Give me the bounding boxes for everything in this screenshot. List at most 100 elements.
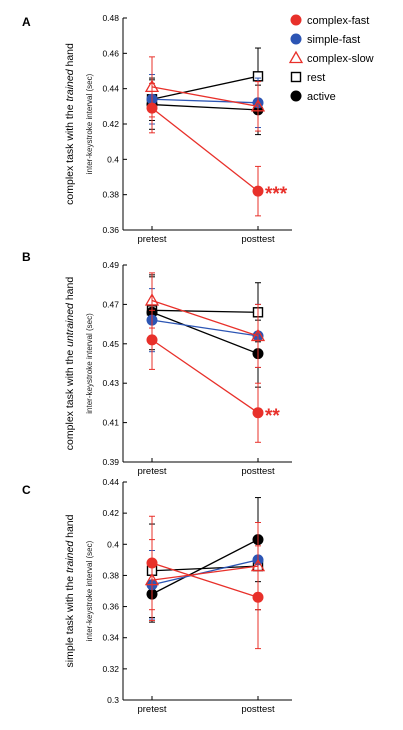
y-tick-label: 0.42 bbox=[102, 508, 119, 518]
side-label: complex task with the untrained hand bbox=[64, 277, 76, 451]
y-axis-label: inter-keystroke interval (sec) bbox=[85, 73, 94, 174]
side-label-part: complex task with the bbox=[64, 102, 76, 205]
legend-item-complex-slow: complex-slow bbox=[288, 50, 374, 65]
y-tick-label: 0.4 bbox=[107, 154, 119, 164]
series-line bbox=[151, 98, 259, 104]
side-label-part: untrained bbox=[64, 302, 76, 347]
y-tick-label: 0.44 bbox=[102, 84, 119, 94]
series-complex-fast bbox=[146, 309, 264, 443]
series-line bbox=[151, 311, 259, 355]
y-tick-label: 0.39 bbox=[102, 457, 119, 467]
y-tick-label: 0.3 bbox=[107, 695, 119, 705]
series-simple-fast bbox=[146, 288, 264, 368]
y-tick-label: 0.47 bbox=[102, 299, 119, 309]
data-point bbox=[146, 334, 158, 346]
series-complex-slow bbox=[144, 56, 266, 132]
series-line bbox=[151, 339, 259, 414]
x-tick-label: posttest bbox=[241, 704, 275, 715]
legend-marker bbox=[290, 33, 302, 45]
panel-letter: A bbox=[22, 15, 31, 29]
data-point bbox=[146, 102, 158, 114]
data-point bbox=[250, 328, 266, 342]
side-label-part: hand bbox=[64, 277, 76, 303]
series-complex-slow bbox=[144, 521, 266, 622]
legend-item-simple-fast: simple-fast bbox=[290, 33, 360, 46]
panel-letter: B bbox=[22, 250, 31, 264]
legend-label: active bbox=[307, 91, 336, 103]
x-tick-label: posttest bbox=[241, 234, 275, 245]
side-label-part: trained bbox=[64, 540, 76, 573]
legend-label: complex-fast bbox=[307, 15, 369, 27]
y-axis-label: inter-keystroke interval (sec) bbox=[85, 313, 94, 414]
series-line bbox=[151, 75, 259, 100]
legend-item-rest: rest bbox=[290, 71, 325, 84]
x-tick-label: pretest bbox=[137, 234, 166, 245]
legend-marker bbox=[290, 14, 302, 26]
series-active bbox=[146, 274, 264, 388]
legend-marker bbox=[290, 90, 302, 102]
series-line bbox=[151, 562, 259, 598]
y-tick-label: 0.42 bbox=[102, 119, 119, 129]
series-line bbox=[151, 559, 259, 586]
series-active bbox=[146, 497, 264, 623]
series-line bbox=[151, 86, 259, 107]
y-tick-label: 0.38 bbox=[102, 190, 119, 200]
series-rest bbox=[146, 521, 264, 618]
panel-letter: C bbox=[22, 483, 31, 497]
y-tick-label: 0.45 bbox=[102, 339, 119, 349]
y-tick-label: 0.36 bbox=[102, 602, 119, 612]
y-tick-label: 0.48 bbox=[102, 13, 119, 23]
significance-annotation: ** bbox=[265, 406, 280, 427]
series-complex-slow bbox=[144, 272, 266, 368]
y-tick-label: 0.43 bbox=[102, 378, 119, 388]
series-line bbox=[151, 319, 259, 337]
y-tick-label: 0.34 bbox=[102, 633, 119, 643]
series-line bbox=[151, 539, 259, 595]
legend-marker bbox=[290, 71, 302, 83]
x-tick-label: pretest bbox=[137, 704, 166, 715]
side-label-part: complex task with the bbox=[64, 347, 76, 450]
y-tick-label: 0.41 bbox=[102, 418, 119, 428]
y-tick-label: 0.4 bbox=[107, 539, 119, 549]
data-point bbox=[252, 185, 264, 197]
series-line bbox=[151, 309, 259, 313]
side-label: simple task with the trained hand bbox=[64, 514, 76, 667]
legend-label: rest bbox=[307, 72, 325, 84]
side-label: complex task with the trained hand bbox=[64, 43, 76, 205]
side-label-part: trained bbox=[64, 68, 76, 101]
x-tick-label: pretest bbox=[137, 466, 166, 477]
significance-annotation: *** bbox=[265, 184, 288, 205]
data-point bbox=[144, 293, 160, 306]
data-point bbox=[146, 557, 158, 569]
data-point bbox=[252, 407, 264, 419]
legend: complex-fast simple-fast complex-slow rest a… bbox=[288, 14, 374, 103]
legend-label: complex-slow bbox=[307, 53, 374, 65]
series-line bbox=[151, 299, 259, 337]
series-simple-fast bbox=[146, 74, 264, 129]
legend-item-complex-fast: complex-fast bbox=[290, 14, 369, 27]
y-tick-label: 0.44 bbox=[102, 477, 119, 487]
side-label-part: hand bbox=[64, 43, 76, 69]
y-tick-label: 0.32 bbox=[102, 664, 119, 674]
series-line bbox=[151, 565, 259, 572]
y-tick-label: 0.46 bbox=[102, 48, 119, 58]
series-line bbox=[151, 107, 259, 192]
y-tick-label: 0.38 bbox=[102, 570, 119, 580]
x-tick-label: posttest bbox=[241, 466, 275, 477]
series-line bbox=[151, 103, 259, 111]
data-point bbox=[250, 99, 266, 112]
y-axis-label: inter-keystroke interval (sec) bbox=[85, 540, 94, 641]
y-tick-label: 0.49 bbox=[102, 260, 119, 270]
legend-item-active: active bbox=[290, 90, 336, 103]
series-complex-fast bbox=[146, 82, 264, 217]
series-line bbox=[151, 565, 259, 581]
data-point bbox=[252, 591, 264, 603]
side-label-part: hand bbox=[64, 514, 76, 540]
legend-label: simple-fast bbox=[307, 34, 360, 46]
side-label-part: simple task with the bbox=[64, 573, 76, 668]
y-tick-label: 0.36 bbox=[102, 225, 119, 235]
